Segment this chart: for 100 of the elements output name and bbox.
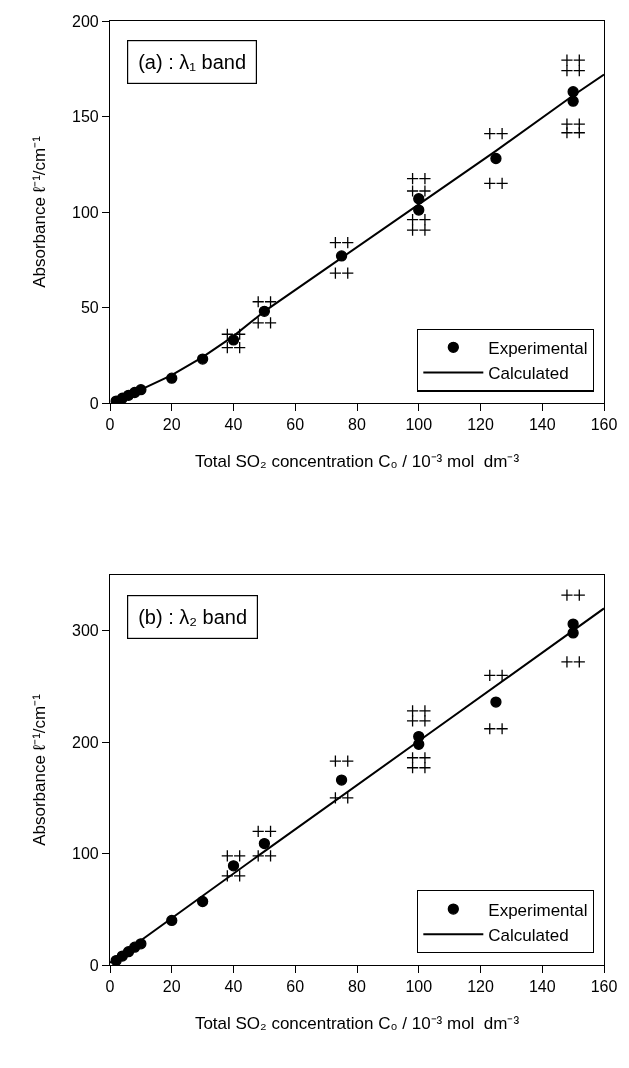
point	[573, 588, 586, 602]
point	[495, 722, 509, 736]
point	[329, 754, 342, 768]
point	[406, 704, 419, 718]
point	[264, 849, 277, 863]
x-tick-label: 80	[348, 978, 366, 996]
point	[341, 754, 354, 768]
point	[406, 761, 419, 775]
point	[483, 722, 497, 736]
point	[490, 152, 502, 165]
point	[495, 127, 509, 140]
point	[483, 127, 497, 140]
point	[251, 316, 265, 330]
x-tick-label: 120	[467, 978, 494, 996]
x-tick-label: 40	[224, 978, 243, 996]
x-tick-label: 0	[105, 416, 115, 434]
point	[573, 126, 586, 139]
point	[335, 774, 348, 786]
legend-label: Experimental	[488, 338, 588, 358]
point	[560, 53, 574, 67]
point	[258, 837, 271, 850]
point	[221, 869, 234, 883]
point	[221, 341, 234, 354]
y-tick-label: 0	[89, 394, 99, 412]
x-tick-label: 140	[528, 416, 556, 434]
legend-label: Calculated	[488, 364, 569, 384]
point	[406, 223, 419, 237]
point	[418, 704, 432, 718]
x-tick-label: 100	[405, 416, 433, 434]
point	[573, 53, 586, 67]
point	[233, 849, 246, 863]
point	[560, 588, 574, 602]
y-tick-label: 0	[89, 956, 99, 974]
point	[573, 655, 586, 669]
point	[560, 655, 574, 669]
x-tick-label: 120	[467, 416, 494, 434]
point	[341, 266, 354, 280]
point	[221, 849, 234, 863]
x-tick-label: 80	[348, 416, 366, 434]
point	[251, 849, 265, 863]
point	[264, 825, 277, 838]
point	[406, 213, 419, 226]
x-tick-label: 60	[286, 978, 305, 996]
point	[329, 236, 342, 249]
x-tick-label: 20	[162, 978, 181, 996]
point	[406, 172, 419, 185]
y-tick-label: 100	[72, 845, 99, 863]
point	[495, 669, 509, 682]
point	[251, 295, 265, 309]
point	[418, 213, 432, 226]
point	[329, 266, 342, 280]
y-axis-title: Absorbance ℓ⁻¹/cm⁻¹	[29, 693, 49, 846]
legend-label: Calculated	[488, 925, 569, 945]
point	[233, 341, 246, 354]
point	[560, 126, 574, 139]
point	[418, 714, 432, 728]
point	[406, 184, 419, 198]
point	[227, 860, 240, 872]
legend-label: Experimental	[488, 900, 588, 920]
y-tick-label: 200	[72, 733, 99, 751]
y-tick-label: 150	[72, 108, 99, 126]
x-tick-label: 160	[590, 416, 618, 434]
point	[495, 177, 509, 190]
annotation: (a) : λ₁ band	[138, 51, 247, 74]
x-axis-title: Total SO₂ concentration C₀ / 10⁻³ mol dm⁻³	[194, 1013, 520, 1033]
point	[221, 327, 234, 341]
x-tick-label: 60	[286, 416, 305, 434]
point	[264, 316, 277, 330]
point	[418, 223, 432, 237]
point	[406, 751, 419, 764]
x-tick-label: 20	[162, 416, 181, 434]
x-tick-label: 0	[105, 978, 115, 996]
point	[490, 696, 502, 708]
point	[341, 236, 354, 249]
point	[560, 64, 574, 77]
y-axis-title: Absorbance ℓ⁻¹/cm⁻¹	[29, 135, 49, 288]
point	[418, 184, 432, 198]
point	[413, 192, 425, 205]
y-tick-label: 100	[72, 203, 99, 221]
x-tick-label: 160	[590, 978, 618, 996]
point	[418, 761, 432, 775]
point	[483, 177, 497, 190]
x-tick-label: 100	[405, 978, 433, 996]
point	[233, 869, 246, 883]
y-tick-label: 50	[80, 299, 99, 317]
point	[418, 751, 432, 764]
x-axis-title: Total SO₂ concentration C₀ / 10⁻³ mol dm⁻³	[194, 451, 520, 471]
y-tick-label: 300	[72, 622, 99, 640]
point	[233, 327, 246, 341]
annotation: (b) : λ₂ band	[138, 606, 248, 629]
point	[329, 791, 342, 805]
x-tick-label: 140	[528, 978, 556, 996]
point	[573, 64, 586, 77]
y-tick-label: 200	[72, 12, 99, 30]
point	[418, 172, 432, 185]
x-tick-label: 40	[224, 416, 243, 434]
point	[251, 825, 265, 838]
point	[483, 669, 497, 682]
point	[264, 295, 277, 309]
point	[341, 791, 354, 805]
